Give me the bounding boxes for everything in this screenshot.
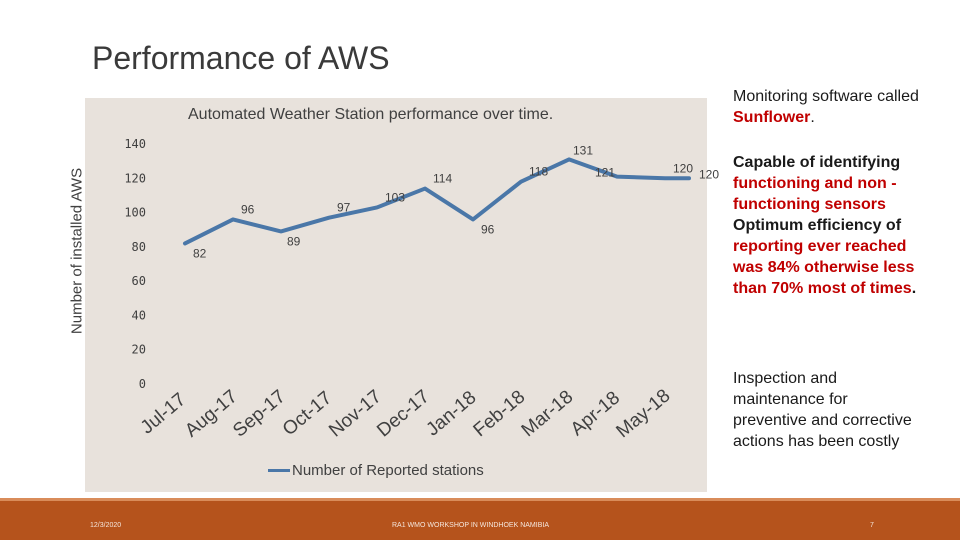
monitoring-note: Monitoring software called Sunflower. — [733, 86, 933, 128]
footer-page-number: 7 — [870, 522, 874, 529]
y-tick-label: 140 — [124, 137, 146, 151]
efficiency-prefix: Optimum efficiency of — [733, 217, 902, 234]
footer-date: 12/3/2020 — [90, 522, 122, 529]
legend-swatch — [268, 469, 290, 472]
footer-divider — [0, 498, 960, 501]
footer-event: RA1 WMO WORKSHOP IN WINDHOEK NAMIBIA — [392, 522, 549, 529]
inspection-note: Inspection and maintenance for preventiv… — [733, 370, 912, 450]
x-tick-label: Oct-17 — [279, 387, 336, 440]
capable-highlight: functioning and non -functioning sensors — [733, 175, 897, 213]
x-tick-label: Sep-17 — [229, 386, 289, 441]
y-tick-label: 60 — [132, 274, 146, 288]
x-tick-label: Jan-18 — [422, 387, 480, 440]
x-tick-label: Jul-17 — [137, 389, 190, 438]
y-tick-label: 80 — [132, 240, 146, 254]
chart-panel — [85, 98, 707, 492]
data-label: 97 — [337, 201, 351, 215]
x-tick-label: Feb-18 — [470, 386, 530, 441]
data-label: 121 — [595, 166, 615, 180]
efficiency-highlight: reporting ever reached was 84% otherwise… — [733, 238, 915, 297]
data-label: 114 — [433, 172, 452, 186]
x-tick-label: Aug-17 — [181, 386, 241, 441]
x-tick-label: Mar-18 — [518, 386, 578, 441]
y-tick-label: 20 — [132, 343, 146, 357]
monitoring-highlight: Sunflower — [733, 109, 811, 126]
data-label: 131 — [573, 143, 593, 157]
x-tick-label: Dec-17 — [373, 386, 433, 441]
capability-note: Capable of identifying functioning and n… — [733, 152, 918, 299]
series-line — [183, 157, 691, 246]
footer-bar: 12/3/2020 RA1 WMO WORKSHOP IN WINDHOEK N… — [0, 498, 960, 540]
data-label: 120 — [699, 167, 719, 181]
data-label: 82 — [193, 246, 207, 260]
y-tick-label: 40 — [132, 308, 146, 322]
data-label: 96 — [481, 222, 495, 236]
y-tick-label: 120 — [124, 171, 146, 185]
capable-prefix: Capable of identifying — [733, 154, 901, 171]
data-label: 96 — [241, 202, 255, 216]
x-tick-label: Nov-17 — [325, 386, 385, 441]
efficiency-suffix: . — [911, 280, 917, 297]
chart-title: Automated Weather Station performance ov… — [188, 106, 554, 123]
data-label: 118 — [529, 165, 548, 179]
legend-label: Number of Reported stations — [292, 462, 484, 479]
x-tick-label: Apr-18 — [567, 387, 624, 440]
data-label: 120 — [673, 161, 693, 175]
data-label: 89 — [287, 234, 301, 248]
legend: Number of Reported stations — [268, 462, 484, 479]
y-tick-label: 0 — [139, 377, 146, 391]
monitoring-suffix: . — [810, 109, 815, 126]
y-tick-label: 100 — [124, 206, 146, 220]
x-tick-label: May-18 — [612, 385, 674, 442]
slide-title: Performance of AWS — [92, 40, 390, 76]
monitoring-prefix: Monitoring software called — [733, 88, 919, 105]
data-label: 103 — [385, 190, 405, 204]
